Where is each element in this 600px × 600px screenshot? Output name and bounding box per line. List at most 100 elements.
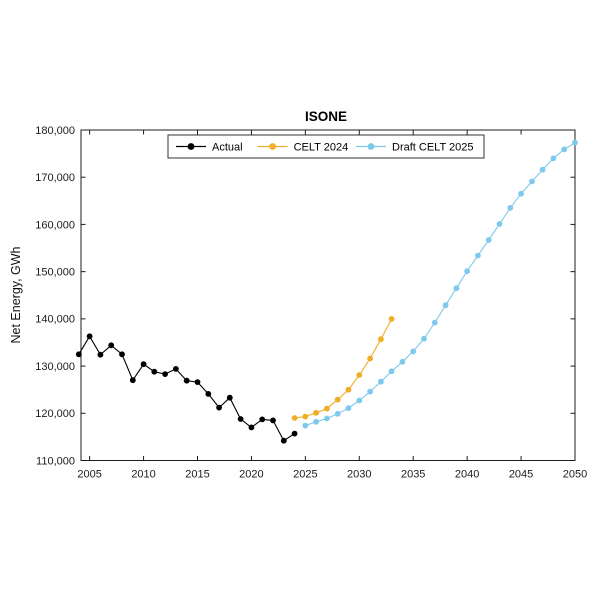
data-point-draft-celt-2025-2049 (561, 146, 568, 153)
data-point-draft-celt-2025-2035 (410, 348, 417, 355)
data-point-celt-2024-2029 (345, 386, 352, 393)
data-point-celt-2024-2031 (367, 355, 373, 362)
data-point-actual-2004 (75, 351, 82, 358)
x-tick-label: 2025 (293, 469, 317, 481)
legend-marker-icon (367, 143, 375, 150)
data-point-actual-2013 (173, 366, 179, 372)
data-point-celt-2024-2024 (291, 415, 298, 421)
data-point-draft-celt-2025-2044 (507, 205, 514, 211)
data-point-actual-2018 (226, 394, 233, 401)
y-tick-label: 110,000 (36, 455, 75, 467)
data-point-actual-2011 (151, 368, 158, 375)
legend-label: CELT 2024 (294, 141, 349, 153)
x-tick-label: 2030 (347, 469, 371, 481)
x-axis: 2005 2010 2015 2020 2025 2030 2035 2040 2045 2050 (77, 130, 587, 481)
x-tick-label: 2045 (509, 469, 533, 481)
data-point-actual-2006 (97, 351, 104, 358)
chart-title: ISONE (305, 109, 347, 124)
y-tick-label: 140,000 (35, 314, 75, 326)
data-point-draft-celt-2025-2047 (539, 166, 546, 173)
data-point-draft-celt-2025-2037 (431, 319, 438, 326)
legend-item-actual: Actual (176, 141, 243, 153)
plot-box (80, 129, 576, 461)
x-tick-label: 2010 (131, 469, 155, 481)
legend-marker-icon (187, 143, 195, 150)
plot-area: 2005 2010 2015 2020 2025 2030 2035 2040 2045 2050… (35, 125, 587, 481)
data-point-draft-celt-2025-2030 (356, 397, 363, 404)
y-tick-label: 160,000 (35, 219, 75, 231)
data-point-draft-celt-2025-2038 (442, 302, 449, 309)
data-point-celt-2024-2032 (378, 336, 384, 343)
data-point-actual-2021 (259, 416, 266, 423)
data-point-actual-2023 (280, 437, 287, 444)
data-point-draft-celt-2025-2046 (529, 178, 535, 185)
x-tick-label: 2035 (401, 469, 425, 481)
series-line-draft-celt-2025 (305, 142, 576, 427)
data-point-draft-celt-2025-2031 (367, 388, 373, 395)
x-tick-label: 2015 (185, 469, 209, 481)
series-actual (75, 333, 298, 444)
data-point-actual-2020 (248, 424, 255, 431)
y-tick-label: 120,000 (35, 408, 75, 420)
x-tick-label: 2050 (563, 469, 587, 481)
legend-label: Actual (212, 141, 243, 153)
data-point-celt-2024-2027 (324, 405, 330, 412)
data-point-actual-2005 (86, 333, 93, 340)
y-axis: 110,000 120,000 130,000 140,000 150,000 160,0… (35, 125, 575, 467)
data-point-actual-2007 (108, 342, 115, 349)
legend-marker-icon (269, 143, 276, 150)
data-point-draft-celt-2025-2027 (324, 415, 330, 422)
legend-box (167, 134, 485, 159)
data-point-actual-2008 (119, 351, 125, 358)
y-tick-label: 180,000 (35, 125, 75, 137)
series-line-celt-2024 (294, 318, 393, 419)
y-tick-label: 150,000 (35, 266, 75, 278)
data-point-draft-celt-2025-2042 (485, 237, 492, 243)
data-point-draft-celt-2025-2045 (518, 190, 524, 197)
data-point-draft-celt-2025-2048 (550, 155, 557, 162)
data-point-draft-celt-2025-2034 (399, 358, 406, 365)
data-point-actual-2010 (140, 361, 147, 368)
data-point-draft-celt-2025-2050 (572, 139, 578, 146)
data-point-draft-celt-2025-2039 (453, 285, 460, 292)
legend-item-celt-2024: CELT 2024 (257, 141, 349, 153)
data-point-draft-celt-2025-2041 (475, 252, 481, 259)
legend: Actual CELT 2024 Draft CELT 2025 (167, 134, 485, 159)
series-celt-2024 (291, 316, 395, 421)
y-axis-label: Net Energy, GWh (9, 246, 23, 343)
data-point-draft-celt-2025-2028 (334, 410, 341, 417)
data-point-actual-2019 (237, 416, 244, 422)
data-point-draft-celt-2025-2029 (345, 405, 352, 411)
data-point-actual-2009 (129, 377, 136, 384)
data-point-celt-2024-2030 (356, 372, 363, 378)
legend-item-draft-celt-2025: Draft CELT 2025 (356, 141, 474, 153)
y-tick-label: 130,000 (35, 361, 75, 373)
x-tick-label: 2005 (77, 469, 101, 481)
data-point-draft-celt-2025-2043 (496, 221, 503, 227)
x-tick-label: 2020 (239, 469, 263, 481)
series-line-actual (78, 335, 295, 442)
data-point-actual-2016 (205, 391, 212, 397)
data-point-draft-celt-2025-2025 (302, 422, 309, 429)
data-point-actual-2024 (291, 430, 298, 437)
data-point-draft-celt-2025-2033 (388, 368, 395, 375)
data-point-celt-2024-2025 (302, 413, 309, 420)
data-point-celt-2024-2033 (388, 316, 395, 322)
series-draft-celt-2025 (302, 139, 578, 429)
data-point-actual-2017 (216, 404, 223, 411)
data-point-draft-celt-2025-2026 (313, 418, 319, 425)
data-point-actual-2012 (162, 371, 169, 377)
y-tick-label: 170,000 (35, 172, 75, 184)
data-point-celt-2024-2028 (334, 396, 341, 403)
data-point-draft-celt-2025-2032 (378, 378, 384, 385)
data-point-actual-2015 (194, 379, 201, 385)
data-point-actual-2014 (183, 377, 190, 384)
x-tick-label: 2040 (455, 469, 479, 481)
legend-label: Draft CELT 2025 (392, 141, 474, 153)
data-point-draft-celt-2025-2040 (464, 268, 470, 275)
data-point-celt-2024-2026 (313, 409, 319, 416)
data-point-draft-celt-2025-2036 (421, 335, 427, 342)
data-point-actual-2022 (270, 417, 276, 424)
